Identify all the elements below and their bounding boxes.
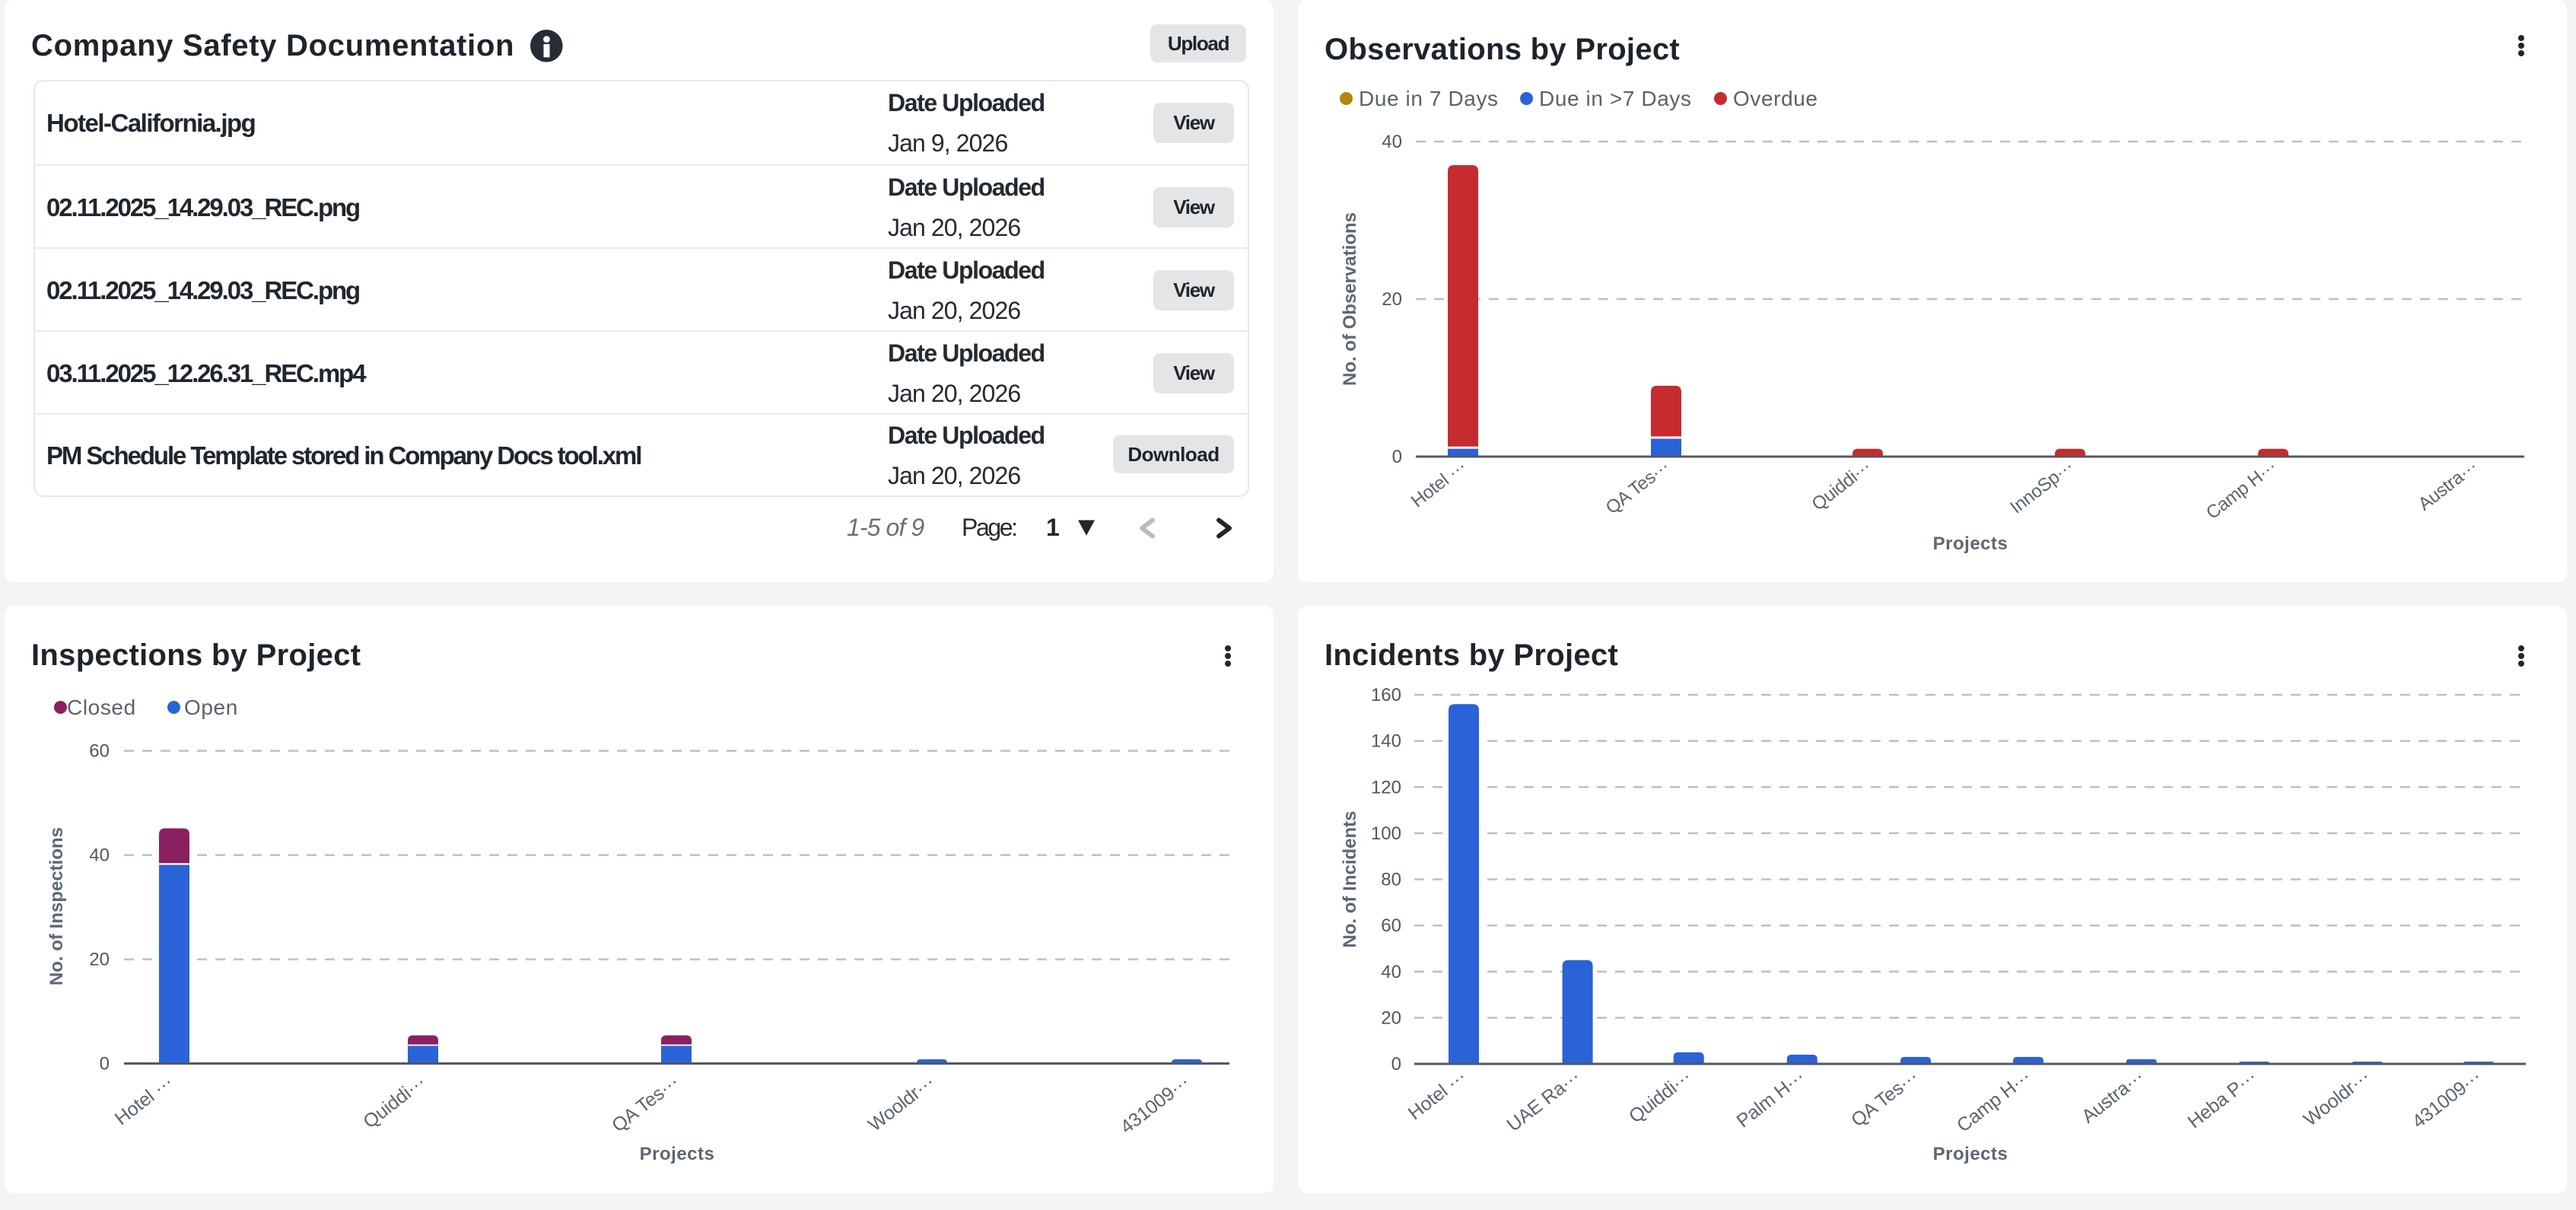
svg-text:40: 40 bbox=[89, 845, 110, 866]
svg-text:20: 20 bbox=[1382, 289, 1402, 310]
svg-text:Wooldr···: Wooldr··· bbox=[864, 1071, 939, 1136]
svg-text:Camp H···: Camp H··· bbox=[2202, 456, 2281, 524]
svg-text:InnoSp···: InnoSp··· bbox=[2006, 456, 2077, 517]
svg-text:80: 80 bbox=[1381, 870, 1401, 890]
svg-text:Wooldr···: Wooldr··· bbox=[2300, 1066, 2374, 1131]
svg-text:431009···: 431009··· bbox=[1116, 1071, 1193, 1138]
svg-text:140: 140 bbox=[1371, 731, 1401, 752]
svg-text:Quiddi···: Quiddi··· bbox=[359, 1071, 429, 1133]
svg-text:0: 0 bbox=[100, 1054, 110, 1075]
svg-text:431009···: 431009··· bbox=[2408, 1066, 2485, 1133]
svg-text:Austra···: Austra··· bbox=[2078, 1066, 2148, 1128]
svg-text:160: 160 bbox=[1371, 685, 1401, 705]
svg-text:0: 0 bbox=[1392, 447, 1402, 467]
svg-text:60: 60 bbox=[89, 741, 110, 762]
svg-text:Heba P···: Heba P··· bbox=[2183, 1066, 2260, 1133]
svg-text:Palm H···: Palm H··· bbox=[1732, 1066, 1808, 1132]
svg-text:Hotel ···: Hotel ··· bbox=[1404, 1066, 1471, 1125]
svg-text:Projects: Projects bbox=[1933, 533, 2008, 554]
svg-text:Projects: Projects bbox=[1933, 1144, 2008, 1164]
svg-text:20: 20 bbox=[1381, 1008, 1401, 1028]
svg-text:No. of Observations: No. of Observations bbox=[1340, 212, 1360, 386]
svg-text:Projects: Projects bbox=[640, 1144, 715, 1164]
svg-text:Quiddi···: Quiddi··· bbox=[1625, 1066, 1695, 1128]
svg-text:40: 40 bbox=[1381, 962, 1401, 982]
svg-text:40: 40 bbox=[1382, 132, 1402, 152]
svg-text:No. of Inspections: No. of Inspections bbox=[46, 827, 67, 986]
svg-text:Hotel ···: Hotel ··· bbox=[111, 1071, 177, 1130]
svg-text:100: 100 bbox=[1371, 823, 1401, 844]
svg-text:QA Tes···: QA Tes··· bbox=[1602, 456, 1674, 518]
svg-text:0: 0 bbox=[1391, 1054, 1401, 1075]
svg-text:UAE Ra···: UAE Ra··· bbox=[1503, 1066, 1585, 1136]
svg-text:120: 120 bbox=[1371, 777, 1401, 798]
svg-text:Camp H···: Camp H··· bbox=[1953, 1066, 2035, 1137]
svg-text:60: 60 bbox=[1381, 915, 1401, 936]
svg-text:Hotel ···: Hotel ··· bbox=[1407, 456, 1471, 511]
svg-text:QA Tes···: QA Tes··· bbox=[1847, 1066, 1922, 1132]
svg-text:20: 20 bbox=[89, 950, 110, 970]
svg-text:No. of Incidents: No. of Incidents bbox=[1340, 811, 1360, 948]
svg-text:Quiddi···: Quiddi··· bbox=[1808, 456, 1875, 514]
svg-text:Austra···: Austra··· bbox=[2415, 456, 2482, 514]
svg-text:QA Tes···: QA Tes··· bbox=[608, 1071, 683, 1137]
